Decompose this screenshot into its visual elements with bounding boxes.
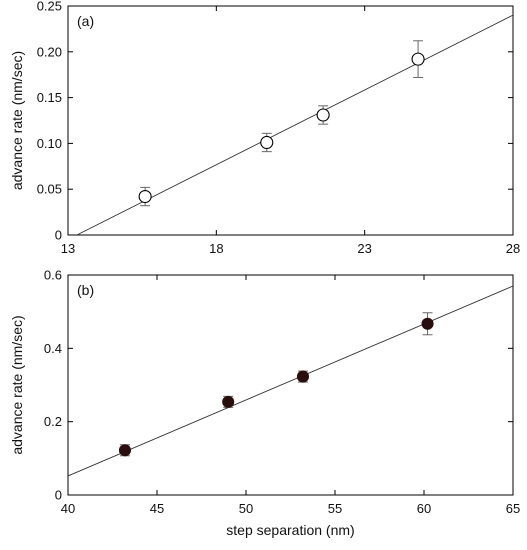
x-tick-label: 23 <box>357 241 371 256</box>
data-point <box>296 370 310 383</box>
data-point <box>260 135 274 150</box>
panel-a: 13 18 23 28 0 0.05 0.10 0.15 0.20 0.25 (a) advance … <box>9 0 520 256</box>
data-point <box>222 395 235 408</box>
x-tick-label: 18 <box>209 241 223 256</box>
x-tick-label: 55 <box>328 501 342 516</box>
fit-line <box>67 285 514 477</box>
y-tick-label: 0 <box>55 488 62 503</box>
x-tick-label: 13 <box>61 241 75 256</box>
data-point <box>118 444 132 457</box>
data-point <box>411 52 425 66</box>
panel-label: (a) <box>77 13 94 29</box>
x-tick-label: 65 <box>506 501 520 516</box>
y-axis-title: advance rate (nm/sec) <box>9 51 25 190</box>
x-axis-title: step separation (nm) <box>226 522 354 538</box>
y-tick-label: 0 <box>55 228 62 243</box>
plot-frame <box>67 274 514 496</box>
x-tick-label: 50 <box>239 501 253 516</box>
x-tick-label: 60 <box>417 501 431 516</box>
y-tick-label: 0.20 <box>37 44 62 59</box>
y-axis-title: advance rate (nm/sec) <box>9 315 25 454</box>
x-tick-label: 40 <box>61 501 75 516</box>
y-tick-label: 0.10 <box>37 136 62 151</box>
data-point <box>421 317 434 330</box>
y-tick-label: 0.15 <box>37 90 62 105</box>
data-point <box>138 189 152 204</box>
plot-frame <box>67 5 514 236</box>
y-tick-label: 0.25 <box>37 0 62 14</box>
data-point <box>316 108 330 122</box>
y-tick-label: 0.6 <box>44 268 62 283</box>
y-tick-label: 0.4 <box>44 341 62 356</box>
x-tick-label: 45 <box>150 501 164 516</box>
panel-label: (b) <box>77 282 94 298</box>
panel-b: 40 45 50 55 60 65 0 0.2 0.4 0.6 (b) advance rate (n… <box>9 268 520 539</box>
x-tick-label: 28 <box>506 241 520 256</box>
y-tick-label: 0.05 <box>37 182 62 197</box>
y-tick-label: 0.2 <box>44 414 62 429</box>
